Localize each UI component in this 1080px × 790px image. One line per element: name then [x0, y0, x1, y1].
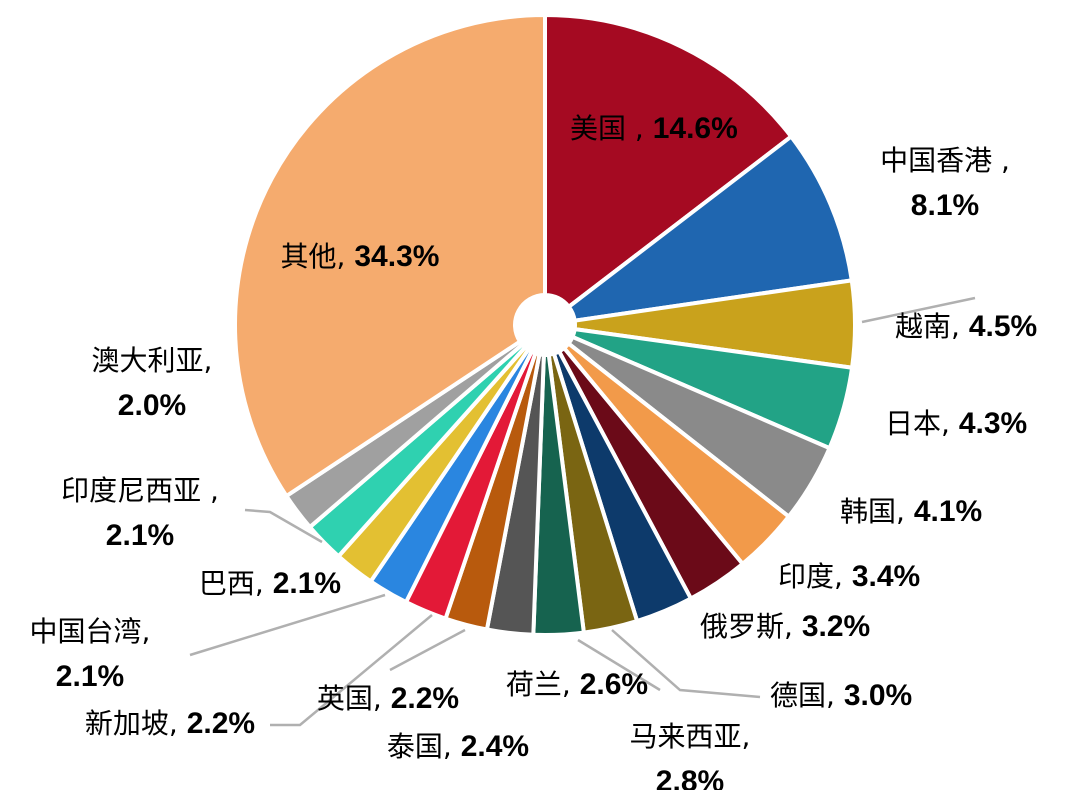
- slice-label: 其他,: [281, 240, 346, 273]
- slice-value: 2.1%: [273, 567, 341, 600]
- slice-label: 美国 ,: [570, 112, 644, 145]
- slice-value: 2.8%: [656, 765, 724, 790]
- leader-line: [577, 638, 661, 692]
- slice-value: 3.0%: [844, 679, 912, 712]
- slice-label: 韩国,: [840, 495, 905, 528]
- slice-value: 4.3%: [959, 407, 1027, 440]
- slice-label: 荷兰,: [506, 668, 571, 701]
- slice-label-group: 新加坡, 2.2%: [85, 707, 255, 740]
- slice-value: 3.4%: [852, 560, 920, 593]
- leader-line: [244, 508, 323, 544]
- leader-line: [861, 296, 976, 324]
- slice-label-group: 美国 , 14.6%: [570, 112, 738, 145]
- slice-label-group: 巴西, 2.1%: [199, 567, 341, 600]
- slice-label: 中国香港 ,: [880, 144, 1010, 177]
- pie-slice: [233, 12, 547, 499]
- slice-label-group: 韩国, 4.1%: [840, 495, 982, 528]
- slice-value: 2.1%: [106, 519, 174, 552]
- slice-label-group: 荷兰, 2.6%: [506, 668, 648, 701]
- slice-label-group: 泰国, 2.4%: [387, 730, 529, 763]
- slice-label-group: 其他, 34.3%: [281, 240, 440, 273]
- slice-label-group: 日本, 4.3%: [885, 407, 1027, 440]
- slice-label: 越南,: [895, 310, 960, 343]
- slice-label: 德国,: [770, 679, 835, 712]
- slice-label: 中国台湾,: [30, 615, 151, 648]
- slice-label-group: 德国, 3.0%: [770, 679, 912, 712]
- slice-value: 2.2%: [391, 682, 459, 715]
- slice-value: 2.6%: [580, 668, 648, 701]
- slice-value: 2.4%: [461, 730, 529, 763]
- slice-label: 澳大利亚,: [92, 344, 213, 377]
- leader-line: [270, 614, 433, 727]
- slice-label-group: 印度, 3.4%: [778, 560, 920, 593]
- slice-value: 4.1%: [914, 495, 982, 528]
- slice-value: 4.5%: [969, 310, 1037, 343]
- leader-line: [611, 629, 761, 699]
- slice-value: 14.6%: [653, 112, 738, 145]
- slice-value: 2.1%: [56, 660, 124, 693]
- slice-value: 2.0%: [118, 389, 186, 422]
- pie-slice: [566, 133, 855, 323]
- slice-value: 34.3%: [354, 240, 439, 273]
- slice-label-group: 俄罗斯, 3.2%: [700, 610, 870, 643]
- slice-label: 马来西亚,: [630, 720, 751, 753]
- slice-label: 印度尼西亚 ,: [61, 474, 219, 507]
- slice-label-group: 英国, 2.2%: [317, 682, 459, 715]
- slice-value: 2.2%: [187, 707, 255, 740]
- slice-value: 3.2%: [802, 610, 870, 643]
- slice-label: 泰国,: [387, 730, 452, 763]
- slice-label: 俄罗斯,: [700, 610, 793, 643]
- slice-label: 英国,: [317, 682, 382, 715]
- slice-label: 日本,: [885, 407, 950, 440]
- leader-line: [189, 593, 386, 657]
- slice-label: 新加坡,: [85, 707, 178, 740]
- slice-label: 巴西,: [199, 567, 264, 600]
- slice-label-group: 越南, 4.5%: [895, 310, 1037, 343]
- slice-value: 8.1%: [911, 189, 979, 222]
- leader-line: [389, 628, 466, 672]
- slice-label: 印度,: [778, 560, 843, 593]
- pie-slice: [543, 12, 794, 310]
